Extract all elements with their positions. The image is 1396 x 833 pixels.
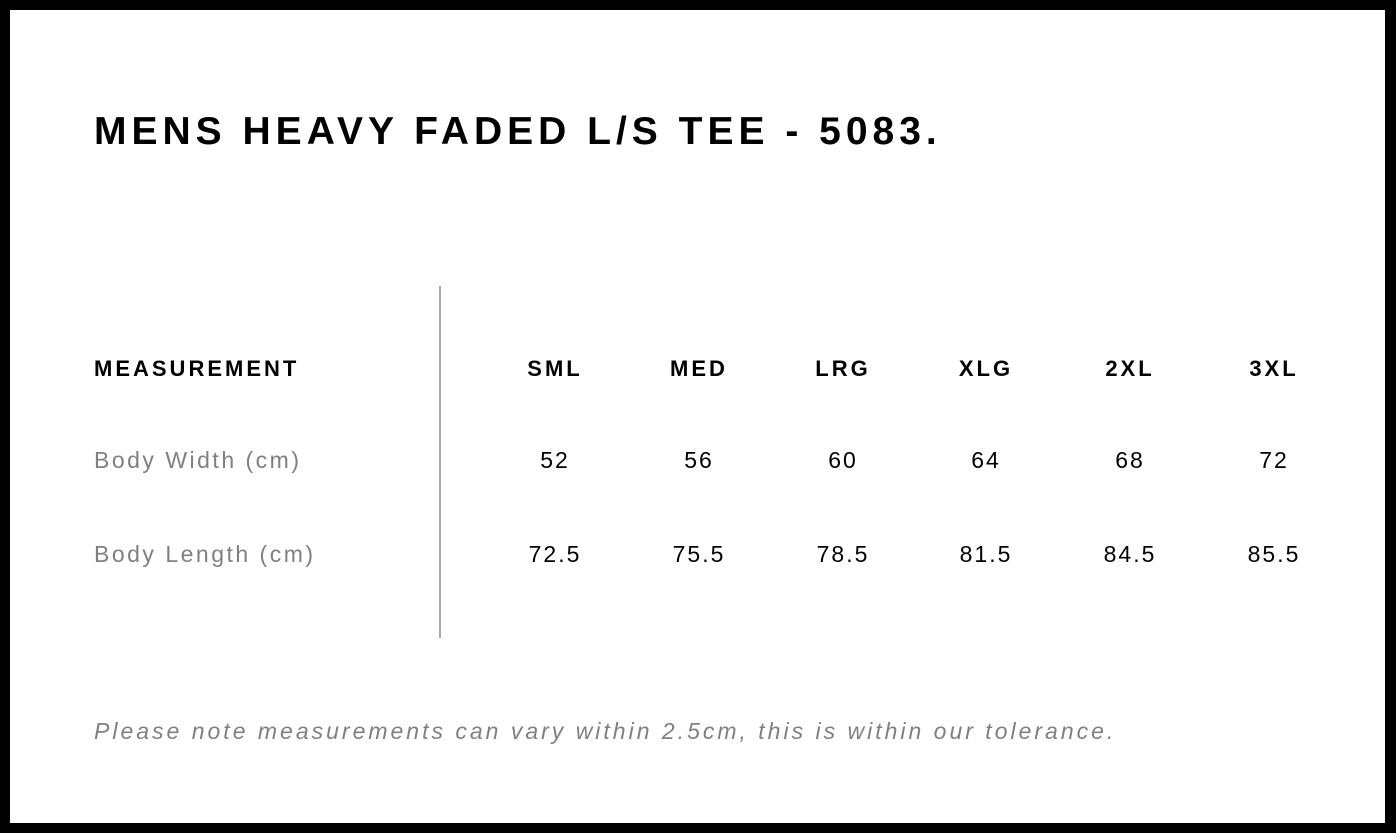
size-header: 3XL xyxy=(1249,356,1299,381)
page-title: MENS HEAVY FADED L/S TEE - 5083. xyxy=(94,110,942,153)
size-header: MED xyxy=(670,356,728,381)
table-cell: 56 xyxy=(684,447,714,473)
table-cell: 72.5 xyxy=(528,541,582,567)
table-cell: 68 xyxy=(1115,447,1145,473)
table-cell: 75.5 xyxy=(672,541,726,567)
table-cell: 60 xyxy=(828,447,858,473)
size-chart-card: MENS HEAVY FADED L/S TEE - 5083. MEASURE… xyxy=(10,10,1385,823)
table-cell: 78.5 xyxy=(816,541,870,567)
size-header: 2XL xyxy=(1105,356,1155,381)
row-label-body-width: Body Width (cm) xyxy=(94,447,302,473)
table-cell: 72 xyxy=(1259,447,1289,473)
column-divider xyxy=(439,286,441,638)
size-header: XLG xyxy=(958,356,1014,381)
table-cell: 85.5 xyxy=(1247,541,1301,567)
table-cell: 84.5 xyxy=(1103,541,1157,567)
tolerance-note: Please note measurements can vary within… xyxy=(94,718,1117,744)
measurement-header: MEASUREMENT xyxy=(94,356,300,381)
size-header: SML xyxy=(527,356,583,381)
size-header: LRG xyxy=(815,356,871,381)
table-cell: 52 xyxy=(540,447,570,473)
table-cell: 64 xyxy=(971,447,1001,473)
table-cell: 81.5 xyxy=(959,541,1013,567)
row-label-body-length: Body Length (cm) xyxy=(94,541,316,567)
